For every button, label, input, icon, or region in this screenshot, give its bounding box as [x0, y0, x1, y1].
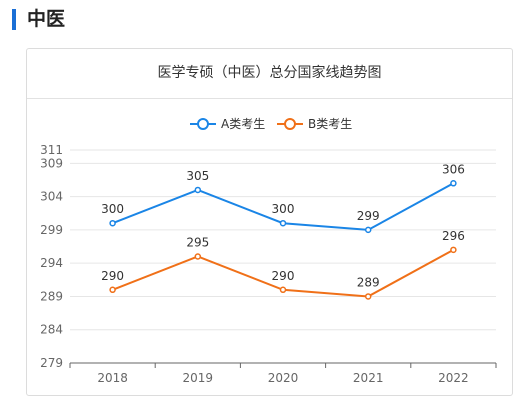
data-label: 296	[442, 229, 465, 243]
section-accent-bar	[12, 9, 16, 30]
data-point[interactable]	[194, 253, 202, 260]
y-tick-label: 279	[40, 356, 63, 370]
data-point[interactable]	[109, 219, 116, 227]
data-point[interactable]	[364, 293, 372, 300]
data-label: 306	[442, 162, 465, 176]
data-point[interactable]	[450, 180, 457, 187]
x-tick-label: 2018	[97, 371, 128, 385]
data-label: 305	[186, 169, 209, 183]
legend-label[interactable]: A类考生	[221, 117, 265, 131]
data-label: 290	[272, 269, 295, 283]
x-tick-label: 2022	[438, 371, 469, 385]
x-tick-label: 2020	[268, 371, 299, 385]
data-point[interactable]	[109, 286, 116, 294]
legend-marker	[284, 118, 296, 130]
x-tick-label: 2019	[183, 371, 214, 385]
y-tick-label: 284	[40, 323, 63, 337]
y-tick-label: 289	[40, 289, 63, 303]
data-point[interactable]	[364, 226, 372, 234]
chart-card: 医学专硕（中医）总分国家线趋势图	[26, 48, 513, 396]
data-point[interactable]	[279, 286, 287, 294]
section-header: 中医	[0, 0, 522, 38]
legend-marker	[197, 118, 209, 130]
legend-label[interactable]: B类考生	[308, 117, 352, 131]
section-title: 中医	[27, 8, 66, 30]
y-tick-label: 299	[40, 223, 63, 237]
data-label: 300	[101, 202, 124, 216]
chart-title: 医学专硕（中医）总分国家线趋势图	[27, 49, 512, 99]
data-label: 295	[186, 236, 209, 250]
y-tick-label: 311	[40, 143, 63, 157]
data-point[interactable]	[194, 186, 202, 194]
y-tick-label: 294	[40, 256, 63, 270]
data-point[interactable]	[279, 219, 287, 227]
data-point[interactable]	[450, 246, 457, 254]
data-label: 290	[101, 269, 124, 283]
y-tick-label: 304	[40, 190, 63, 204]
y-tick-label: 309	[40, 156, 63, 170]
data-label: 299	[357, 209, 380, 223]
data-label: 289	[357, 275, 380, 289]
data-label: 300	[272, 202, 295, 216]
x-tick-label: 2021	[353, 371, 384, 385]
